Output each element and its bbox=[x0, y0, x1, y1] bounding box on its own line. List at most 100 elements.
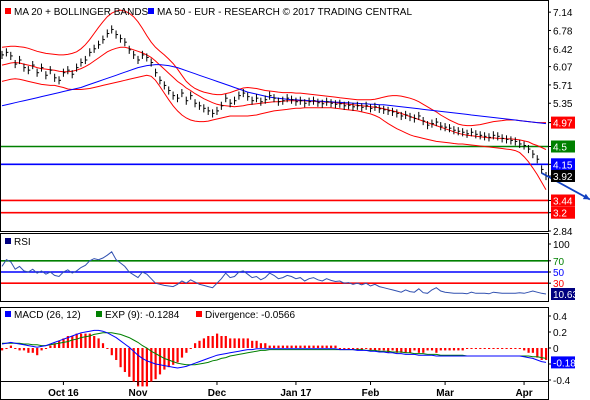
divergence-bar bbox=[422, 348, 425, 353]
divergence-bar bbox=[321, 345, 324, 348]
price-tick-label: 6.07 bbox=[553, 63, 573, 74]
macd-legend-label: MACD (26, 12) bbox=[14, 310, 81, 321]
divergence-bar bbox=[281, 345, 284, 348]
price-tag-bg bbox=[551, 116, 575, 129]
divergence-bar bbox=[132, 348, 135, 382]
price-tag-bg bbox=[551, 140, 575, 153]
divergence-bar bbox=[180, 348, 184, 358]
divergence-bar bbox=[220, 336, 223, 348]
divergence-bar bbox=[369, 348, 372, 351]
divergence-bar bbox=[308, 345, 311, 348]
divergence-bar bbox=[158, 348, 162, 375]
rsi-tick-label: 100 bbox=[553, 240, 570, 251]
ma20-legend-swatch bbox=[5, 8, 11, 14]
x-axis-frame bbox=[0, 381, 549, 400]
macd-legend-swatch bbox=[5, 311, 11, 317]
divergence-bar bbox=[523, 348, 526, 351]
divergence-bar bbox=[514, 348, 517, 349]
price-panel: 7.14 6.78 6.42 6.07 5.71 5.35 4.97 4.5 4.153.92 3… bbox=[1, 8, 590, 238]
divergence-bar bbox=[106, 348, 109, 349]
divergence-bar bbox=[518, 348, 521, 349]
divergence-bar bbox=[382, 348, 385, 351]
divergence-bar bbox=[545, 348, 548, 360]
divergence-bar bbox=[115, 348, 118, 360]
divergence-bar bbox=[391, 348, 394, 351]
divergence-bar bbox=[119, 348, 122, 368]
divergence-bar bbox=[233, 338, 236, 348]
divergence-bar bbox=[409, 348, 412, 353]
x-axis: Oct 16 Nov Dec Jan 17 Feb Mar Apr bbox=[48, 381, 533, 399]
divergence-bar bbox=[299, 345, 302, 348]
divergence-bar bbox=[426, 348, 429, 351]
divergence-bar bbox=[509, 348, 513, 349]
divergence-bar bbox=[189, 348, 192, 349]
divergence-bar bbox=[400, 348, 403, 353]
macd-panel: 0.40.20-0.2-0.4-0.18 bbox=[1, 312, 576, 387]
divergence-bar bbox=[58, 340, 61, 348]
divergence-bar bbox=[150, 348, 153, 382]
divergence-bar bbox=[488, 348, 491, 349]
x-tick-label: Nov bbox=[129, 388, 148, 399]
divergence-bar bbox=[172, 348, 175, 365]
divergence-bar bbox=[316, 345, 320, 348]
macd-tick-label: 0 bbox=[553, 344, 559, 355]
divergence-bar bbox=[457, 348, 460, 351]
macd-tag-label: -0.18 bbox=[553, 358, 576, 369]
rsi-legend-label: RSI bbox=[14, 237, 31, 248]
divergence-bar bbox=[53, 343, 56, 348]
divergence-bar bbox=[31, 348, 34, 353]
divergence-bar bbox=[198, 340, 201, 348]
macd-signal-line bbox=[2, 332, 547, 366]
divergence-bar bbox=[347, 348, 350, 349]
divergence-bar bbox=[202, 338, 205, 348]
divergence-bar bbox=[5, 348, 8, 349]
price-panel-frame bbox=[0, 0, 549, 232]
divergence-bar bbox=[273, 345, 276, 348]
rsi-legend-swatch bbox=[5, 238, 11, 244]
divergence-bar bbox=[417, 348, 420, 353]
divergence-bar bbox=[14, 348, 17, 349]
rsi-tick-label: 30 bbox=[553, 279, 565, 290]
divergence-bar bbox=[290, 345, 293, 348]
divergence-bar bbox=[312, 345, 315, 348]
x-tick-label: Oct 16 bbox=[48, 388, 79, 399]
price-tag-label: 3.92 bbox=[553, 172, 573, 183]
divergence-bar bbox=[246, 338, 249, 348]
divergence-bar bbox=[501, 348, 504, 349]
divergence-bar bbox=[343, 348, 346, 349]
bollinger-lower-line bbox=[1, 74, 547, 191]
divergence-bar bbox=[365, 348, 368, 349]
divergence-bar bbox=[1, 348, 4, 351]
bollinger-upper-line bbox=[1, 9, 546, 127]
price-tag-bg bbox=[551, 170, 575, 182]
x-tick-label: Jan 17 bbox=[280, 388, 312, 399]
divergence-bar bbox=[470, 348, 473, 349]
divergence-bar bbox=[18, 348, 21, 351]
ma50-legend-label: MA 50 - EUR - RESEARCH © 2017 TRADING CE… bbox=[157, 7, 412, 18]
divergence-bar bbox=[268, 345, 271, 348]
macd-line bbox=[1, 329, 547, 369]
price-tag-bg bbox=[551, 194, 575, 207]
price-tick-label: 7.14 bbox=[553, 8, 573, 19]
divergence-bar bbox=[303, 345, 306, 348]
price-tick-label: 5.71 bbox=[553, 81, 573, 92]
divergence-bar bbox=[264, 343, 267, 348]
price-tag-label: 3.2 bbox=[553, 209, 567, 220]
price-tag-bg bbox=[551, 158, 575, 171]
divergence-bar bbox=[137, 348, 140, 387]
divergence-bar bbox=[22, 348, 26, 351]
divergence-bar bbox=[123, 348, 126, 372]
divergence-bar bbox=[211, 336, 214, 348]
divergence-bar bbox=[505, 348, 508, 349]
divergence-bar bbox=[88, 333, 91, 348]
price-tag-label: 4.97 bbox=[553, 119, 573, 130]
divergence-bar bbox=[286, 345, 289, 348]
x-tick-label: Apr bbox=[515, 388, 532, 399]
divergence-bar bbox=[128, 348, 131, 377]
divergence-bar bbox=[483, 348, 486, 349]
divergence-bar bbox=[36, 348, 39, 356]
divergence-bar bbox=[444, 348, 447, 351]
ma50-legend-swatch bbox=[148, 8, 154, 14]
divergence-bar bbox=[466, 348, 469, 349]
rsi-tag-bg bbox=[551, 288, 575, 300]
